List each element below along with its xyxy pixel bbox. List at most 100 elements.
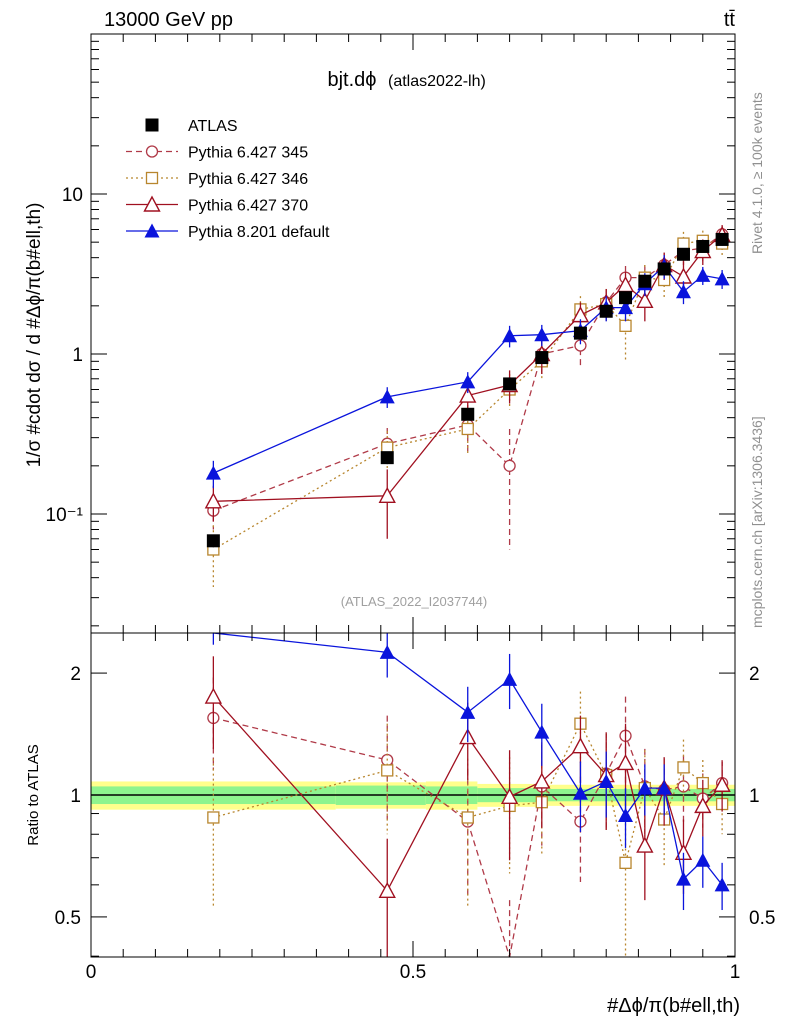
y-tick-label: 10 [62, 185, 83, 206]
data-point [460, 374, 476, 389]
data-point [379, 644, 395, 659]
legend-entry-atlas: ATLAS [145, 118, 238, 135]
data-point [598, 773, 614, 788]
legend-label: Pythia 6.427 370 [188, 198, 308, 215]
legend-label: Pythia 6.427 345 [188, 145, 308, 162]
data-point [204, 492, 223, 509]
y-tick-label: 2 [70, 664, 81, 685]
data-point [535, 351, 549, 365]
data-point [573, 326, 587, 340]
data-point [461, 407, 475, 421]
data-point [206, 534, 220, 548]
main-title: bjt.dϕ [327, 69, 376, 91]
legend-marker [144, 223, 160, 238]
legend-entry-p345: Pythia 6.427 345 [126, 145, 308, 162]
series-p8 [205, 255, 730, 489]
data-point [616, 753, 635, 771]
legend-entry-p370: Pythia 6.427 370 [126, 195, 308, 215]
rivet-label: Rivet 4.1.0, ≥ 100k events [749, 92, 765, 254]
y-tick-label-right: 0.5 [749, 908, 775, 929]
legend: ATLAS Pythia 6.427 345 Pythia 6.427 346 Pyt… [126, 118, 330, 241]
x-axis-label: #Δϕ/π(b#ell,th) [607, 995, 740, 1017]
data-point [461, 811, 474, 824]
x-tick-label: 0.5 [400, 962, 426, 983]
y-tick-label-right: 1 [749, 786, 760, 807]
data-point [715, 232, 729, 246]
legend-label: Pythia 8.201 default [188, 224, 330, 241]
legend-marker [145, 145, 159, 158]
legend-marker [143, 195, 161, 212]
data-point [461, 422, 474, 436]
data-point [571, 737, 590, 754]
data-point [695, 852, 711, 867]
data-point [618, 807, 634, 822]
energy-label: 13000 GeV pp [104, 9, 233, 31]
data-point [677, 761, 690, 774]
data-point [636, 836, 654, 853]
data-point [619, 856, 632, 869]
data-point [380, 451, 394, 465]
data-point [502, 671, 518, 686]
legend-marker [145, 118, 159, 132]
data-point [207, 811, 220, 824]
data-point [503, 377, 517, 391]
data-point [502, 328, 518, 343]
process-label: tt̄ [724, 9, 736, 31]
data-point [677, 237, 690, 250]
legend-label: Pythia 6.427 346 [188, 171, 308, 188]
data-point [636, 291, 654, 309]
main-y-axis-label: 1/σ #cdot dσ / d #Δϕ/π(b#ell,th) [24, 203, 45, 468]
data-point [675, 284, 691, 299]
main-panel: 10⁻¹ 1 10 bjt.dϕ (atlas2022-lh) (ATLAS_202… [24, 33, 736, 634]
ratio-y-axis-label: Ratio to ATLAS [25, 744, 42, 845]
data-point [500, 787, 519, 804]
data-point [695, 267, 711, 282]
series-atlas [206, 232, 729, 548]
data-point [599, 304, 613, 318]
y-tick-label: 10⁻¹ [46, 505, 84, 526]
data-point [460, 704, 476, 719]
ratio-y-ticks: 0.5 0.5 1 1 2 2 [55, 664, 775, 957]
series-p8 [212, 632, 730, 911]
y-tick-label-right: 2 [749, 664, 760, 685]
data-point [674, 267, 693, 284]
y-tick-label: 1 [70, 786, 81, 807]
data-point [657, 262, 671, 276]
data-point [378, 881, 396, 899]
data-point [696, 239, 710, 253]
ratio-x-ticks: 0 0.5 1 [86, 633, 741, 983]
ratio-series-layer [204, 632, 731, 958]
x-tick-label: 0 [86, 962, 97, 983]
data-point [379, 389, 395, 404]
legend-entry-p346: Pythia 6.427 346 [126, 171, 308, 188]
legend-marker [145, 171, 159, 185]
data-point [503, 459, 516, 472]
data-point [533, 772, 551, 789]
data-point [675, 871, 691, 886]
data-point [534, 724, 550, 739]
data-point [676, 247, 690, 261]
y-tick-label: 0.5 [55, 908, 81, 929]
main-title-suffix: (atlas2022-lh) [388, 73, 486, 90]
y-tick-label: 1 [72, 345, 83, 366]
data-point [459, 386, 477, 403]
data-point [656, 780, 672, 795]
x-tick-label: 1 [730, 962, 741, 983]
data-point [618, 300, 634, 315]
data-point [694, 796, 712, 814]
data-point [713, 775, 731, 792]
data-point [381, 764, 394, 777]
data-point [619, 291, 633, 305]
main-x-ticks [90, 34, 736, 633]
analysis-watermark: (ATLAS_2022_I2037744) [341, 594, 487, 609]
data-point [205, 465, 221, 480]
mcplots-label: mcplots.cern.ch [arXiv:1306.3436] [749, 416, 765, 628]
data-point [637, 780, 653, 795]
data-point [638, 274, 652, 288]
data-point [534, 327, 550, 342]
data-point [572, 785, 588, 800]
data-point [378, 486, 396, 503]
ratio-panel: 0.5 0.51 12 2 0 0.5 1 Ratio to ATLAS #Δϕ/π(b#… [25, 632, 775, 1017]
data-point [619, 319, 632, 332]
